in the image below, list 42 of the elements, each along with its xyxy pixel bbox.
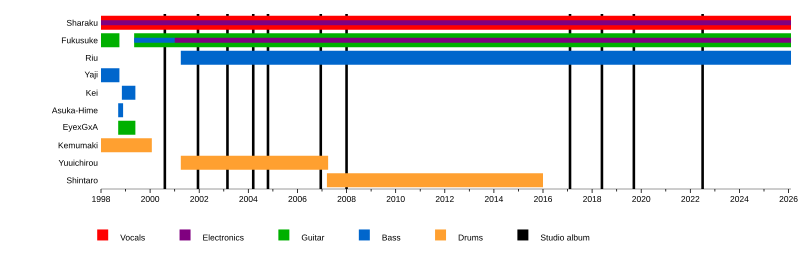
y-tick-label: Asuka-Hime [52,107,98,114]
x-tick-label: 2022 [681,196,700,202]
x-tick-label: 2020 [632,196,650,202]
bar [118,120,136,135]
y-tick-label: Kei [86,90,98,96]
bar [101,138,152,152]
bar [180,50,792,65]
x-tick-label: 2016 [534,196,552,202]
x-tick-label: 2010 [386,196,405,202]
y-tick-label: EyexGxA [63,124,98,132]
bar [180,156,328,170]
x-tick-label: 2018 [583,196,602,202]
bar [101,33,120,48]
x-tick-label: 2006 [288,196,306,202]
legend-label: Drums [458,234,483,241]
bar [122,86,136,100]
bar [101,68,120,82]
x-tick-label: 2008 [338,196,356,202]
y-tick-label: Sharaku [66,20,98,26]
bar [174,38,792,43]
x-tick-label: 2014 [484,196,504,202]
y-tick-label: Yaji [84,71,98,80]
x-tick-label: 2004 [239,196,258,202]
y-tick-label: Shintaro [66,177,98,184]
x-tick-label: 2000 [141,196,160,202]
legend-label: Studio album [540,234,590,241]
y-tick-label: Yuuichirou [58,160,98,166]
bar [101,20,792,26]
y-tick-label: Kemumaki [58,142,98,148]
legend-label: Vocals [120,234,145,241]
legend-label: Electronics [203,234,244,241]
x-tick-label: 2002 [190,196,208,202]
legend-label: Bass [382,234,400,241]
y-tick-label: Fukusuke [62,37,98,44]
x-tick-label: 1998 [92,196,110,202]
legend-label: Guitar [302,234,324,241]
x-tick-label: 2024 [730,196,749,202]
bar [326,173,543,188]
x-tick-label: 2026 [780,196,798,202]
bar [118,103,124,118]
x-tick-label: 2012 [436,196,454,202]
y-tick-label: Riu [86,54,98,61]
